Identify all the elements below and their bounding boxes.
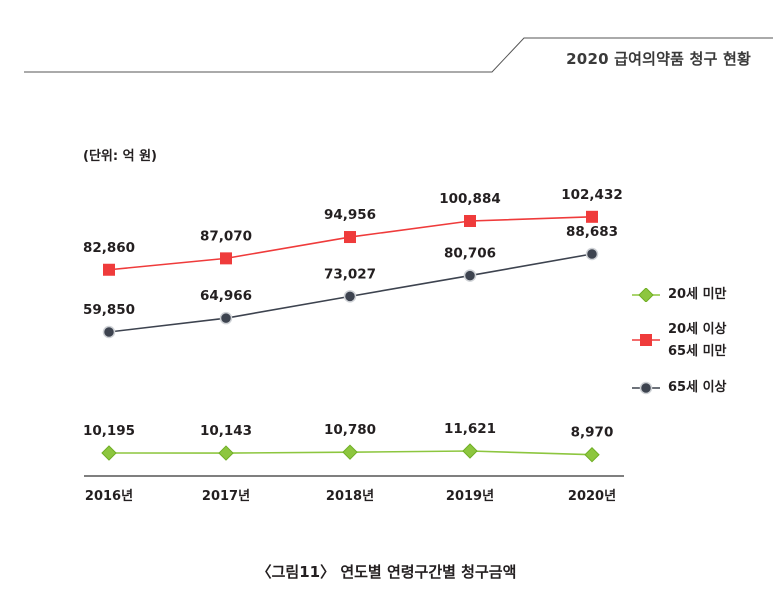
legend-label: 65세 이상	[668, 380, 727, 395]
data-label: 94,956	[324, 207, 376, 223]
data-label: 11,621	[444, 421, 496, 437]
data-label: 64,966	[200, 288, 252, 304]
data-point-square	[464, 214, 476, 227]
data-point-circle	[343, 290, 357, 303]
data-label: 73,027	[324, 266, 376, 282]
data-point-diamond	[342, 444, 358, 460]
data-point-square	[586, 210, 598, 223]
header-rule	[24, 37, 773, 73]
data-label: 10,143	[200, 423, 252, 439]
data-point-diamond	[101, 445, 117, 461]
x-tick-label: 2017년	[202, 489, 250, 504]
data-point-circle	[219, 311, 233, 325]
legend-item-under-20: 20세 미만	[632, 285, 772, 325]
circle-marker-icon	[632, 381, 660, 395]
data-point-diamond	[218, 445, 234, 461]
page-title: 2020 급여의약품 청구 현황	[566, 50, 751, 68]
data-point-circle	[463, 269, 477, 282]
square-marker-icon	[632, 334, 660, 346]
data-point-circle	[585, 247, 599, 261]
x-tick-label: 2019년	[446, 489, 494, 504]
legend-item-20-to-65: 20세 이상 65세 미만	[632, 320, 772, 360]
data-point-diamond	[462, 443, 478, 459]
legend-item-65-plus: 65세 이상	[632, 378, 772, 418]
data-point-circle	[102, 325, 116, 339]
diamond-marker-icon	[632, 288, 660, 302]
x-tick-label: 2018년	[326, 489, 374, 504]
data-label: 102,432	[561, 187, 623, 203]
data-label: 8,970	[571, 425, 614, 441]
data-point-square	[344, 231, 356, 244]
data-label: 87,070	[200, 228, 252, 244]
data-label: 100,884	[439, 191, 501, 207]
data-label: 82,860	[83, 240, 135, 256]
data-label: 10,780	[324, 422, 376, 438]
data-point-square	[103, 263, 115, 276]
figure-caption: 〈그림11〉 연도별 연령구간별 청구금액	[256, 563, 517, 581]
data-label: 80,706	[444, 246, 496, 262]
x-tick-label: 2020년	[568, 489, 616, 504]
data-label: 88,683	[566, 224, 618, 240]
data-point-square	[220, 252, 232, 265]
legend-label: 65세 미만	[668, 344, 727, 359]
unit-label: (단위: 억 원)	[83, 149, 157, 164]
data-label: 59,850	[83, 302, 135, 318]
x-tick-label: 2016년	[85, 489, 133, 504]
data-point-diamond	[584, 447, 600, 463]
legend-label: 20세 미만	[668, 287, 727, 302]
legend-label: 20세 이상	[668, 322, 727, 337]
data-label: 10,195	[83, 423, 135, 439]
series-line-square	[108, 216, 593, 271]
